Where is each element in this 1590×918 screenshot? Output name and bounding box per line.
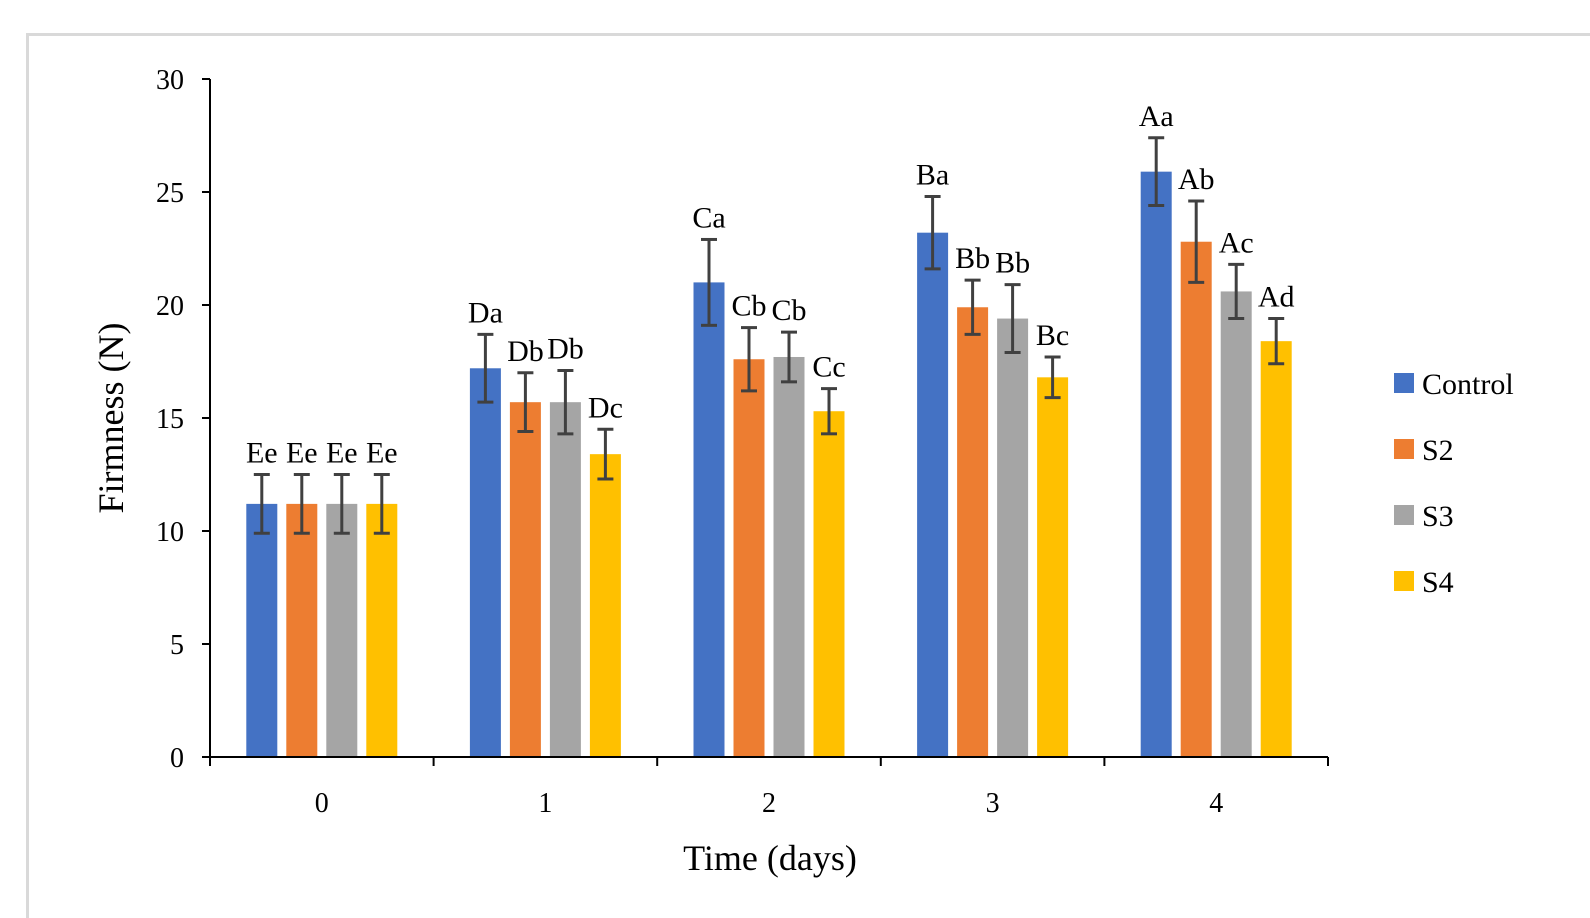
legend-swatch [1394, 505, 1414, 525]
y-tick-label: 15 [156, 404, 184, 435]
bar-s3-day-2 [773, 356, 805, 757]
error-bar-control-day-2 [701, 237, 717, 327]
error-bar-s4-day-3 [1044, 355, 1061, 400]
bar-s2-day-3 [957, 307, 989, 757]
data-label-control-day-3: Ba [916, 159, 949, 192]
x-tick-label: 1 [538, 788, 552, 819]
bar-s3-day-4 [1220, 291, 1252, 757]
bar-control-day-3 [917, 232, 949, 757]
error-bar-s3-day-4 [1228, 262, 1245, 321]
error-bar-s3-day-1 [557, 369, 574, 436]
data-label-s2-day-3: Bb [955, 242, 990, 275]
data-label-s3-day-1: Db [547, 333, 584, 366]
legend-label: Control [1422, 368, 1514, 401]
y-ticks: 0 5 10 15 20 25 30 [156, 65, 210, 774]
data-label-s3-day-2: Cb [771, 294, 806, 327]
legend-item-s2: S2 [1394, 434, 1454, 467]
bar-s4-day-2 [813, 411, 845, 757]
bar-s2-day-1 [509, 402, 541, 757]
y-tick-label: 0 [170, 743, 184, 774]
error-bar-control-day-4 [1148, 136, 1165, 208]
error-bar-s2-day-1 [517, 371, 534, 434]
data-label-control-day-4: Aa [1139, 100, 1174, 133]
bar-s3-day-3 [997, 318, 1029, 757]
bar-s2-day-4 [1180, 241, 1212, 758]
error-bar-s3-day-0 [333, 473, 350, 535]
error-bar-s3-day-2 [781, 330, 797, 384]
y-tick-label: 5 [170, 630, 184, 661]
error-bar-s3-day-3 [1004, 283, 1021, 354]
data-label-s3-day-4: Ac [1219, 226, 1254, 259]
y-tick-label: 10 [156, 517, 184, 548]
bars-layer [246, 171, 1292, 758]
x-tick-label: 4 [1209, 788, 1223, 819]
data-label-control-day-2: Ca [692, 201, 725, 234]
data-label-s4-day-1: Dc [588, 391, 623, 424]
x-tick-label: 0 [315, 788, 329, 819]
data-label-s4-day-0: Ee [366, 437, 398, 470]
x-tick-label: 2 [762, 788, 776, 819]
legend-label: S3 [1422, 500, 1454, 533]
error-bars-layer [253, 136, 1285, 535]
bar-s4-day-0 [366, 503, 398, 757]
y-tick-label: 25 [156, 178, 184, 209]
error-bar-s4-day-1 [597, 427, 614, 481]
data-label-s2-day-0: Ee [286, 437, 318, 470]
legend-label: S4 [1422, 566, 1454, 599]
data-label-s3-day-0: Ee [326, 437, 358, 470]
error-bar-s2-day-2 [741, 326, 757, 393]
bar-s3-day-1 [549, 402, 581, 757]
error-bar-s2-day-0 [293, 473, 310, 535]
legend-swatch [1394, 571, 1414, 591]
data-label-s4-day-4: Ad [1258, 281, 1295, 314]
chart-frame [26, 33, 1590, 918]
data-label-s3-day-3: Bb [995, 247, 1030, 280]
error-bar-control-day-1 [477, 332, 494, 404]
error-bar-s2-day-3 [964, 278, 981, 336]
legend-item-control: Control [1394, 368, 1514, 401]
bar-s2-day-0 [286, 503, 318, 757]
y-tick-label: 30 [156, 65, 184, 96]
bar-labels-layer: Ee Da Ca Ba Aa Ee Db Cb Bb Ab Ee Db Cb Bb Ac Ee Dc Cc Bc Ad [246, 100, 1295, 470]
bar-s4-day-3 [1037, 377, 1069, 757]
error-bar-s4-day-2 [821, 387, 837, 436]
data-label-control-day-0: Ee [246, 437, 278, 470]
bar-control-day-0 [246, 503, 278, 757]
x-tick-label: 3 [986, 788, 1000, 819]
error-bar-s2-day-4 [1188, 199, 1205, 284]
error-bar-control-day-0 [253, 473, 270, 535]
legend: Control S2 S3 S4 [1394, 368, 1514, 599]
bar-s3-day-0 [326, 503, 358, 757]
legend-item-s4: S4 [1394, 566, 1454, 599]
data-label-s2-day-4: Ab [1178, 163, 1215, 196]
data-label-s2-day-2: Cb [731, 290, 766, 323]
y-tick-label: 20 [156, 291, 184, 322]
x-ticks: 0 1 2 3 4 [209, 757, 1329, 819]
y-axis-label: Firmness (N) [91, 323, 131, 514]
bar-s4-day-1 [589, 454, 621, 757]
data-label-s2-day-1: Db [507, 335, 544, 368]
x-axis-label: Time (days) [683, 838, 857, 878]
bar-control-day-1 [469, 368, 501, 757]
bar-s2-day-2 [733, 359, 765, 757]
bar-control-day-4 [1140, 171, 1172, 757]
data-label-s4-day-3: Bc [1036, 319, 1069, 352]
error-bar-control-day-3 [924, 195, 941, 271]
legend-swatch [1394, 439, 1414, 459]
bar-s4-day-4 [1260, 341, 1292, 757]
bar-control-day-2 [693, 282, 725, 757]
legend-item-s3: S3 [1394, 500, 1454, 533]
error-bar-s4-day-4 [1268, 317, 1285, 366]
data-label-s4-day-2: Cc [812, 351, 845, 384]
legend-label: S2 [1422, 434, 1454, 467]
legend-swatch [1394, 373, 1414, 393]
error-bar-s4-day-0 [373, 473, 390, 535]
data-label-control-day-1: Da [468, 296, 503, 329]
